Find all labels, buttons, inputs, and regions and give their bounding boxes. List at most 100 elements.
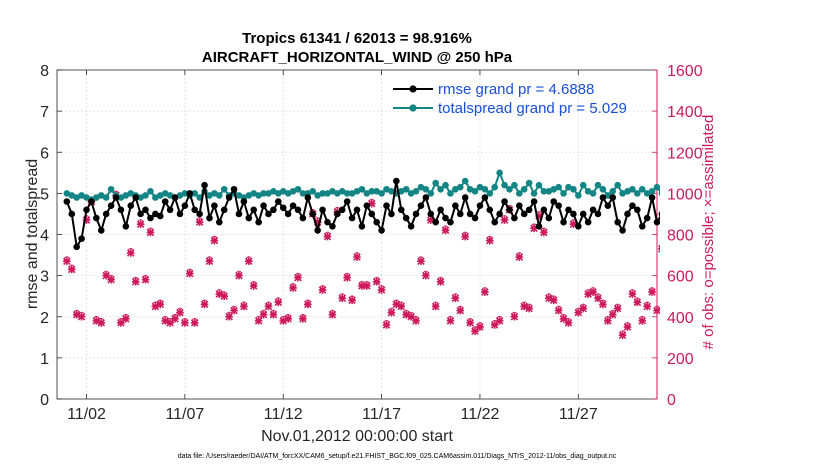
obs-assimilated-point-124 bbox=[673, 212, 681, 220]
rmse-point-52 bbox=[319, 206, 326, 214]
rmse-point-45 bbox=[284, 210, 292, 218]
rmse-point-110 bbox=[604, 202, 612, 210]
obs-possible-point-41 bbox=[265, 301, 272, 308]
rmse-point-41 bbox=[265, 210, 272, 218]
rmse-point-116 bbox=[634, 206, 641, 214]
totalspread-point-52 bbox=[319, 190, 326, 197]
totalspread-point-78 bbox=[447, 190, 454, 197]
obs-possible-point-12 bbox=[122, 313, 129, 320]
totalspread-point-119 bbox=[648, 188, 656, 195]
rmse-point-24 bbox=[181, 202, 189, 210]
legend-spread-label: totalspread grand pr = 5.029 bbox=[438, 100, 627, 117]
rmse-point-104 bbox=[575, 222, 582, 230]
obs-possible-point-36 bbox=[240, 301, 247, 308]
obs-assimilated-marker-126 bbox=[683, 206, 691, 214]
obs-possible-point-61 bbox=[363, 280, 370, 287]
obs-possible-point-34 bbox=[231, 305, 237, 312]
rmse-point-94 bbox=[525, 206, 533, 214]
rmse-point-26 bbox=[191, 206, 199, 214]
rmse-point-70 bbox=[407, 222, 415, 230]
rmse-point-1 bbox=[68, 210, 76, 218]
obs-possible-point-105 bbox=[580, 303, 587, 310]
totalspread-point-48 bbox=[299, 190, 307, 197]
grid-lines bbox=[57, 70, 657, 399]
totalspread-point-112 bbox=[614, 181, 621, 189]
obs-possible-point-137 bbox=[738, 259, 743, 264]
totalspread-point-152 bbox=[811, 188, 818, 195]
rmse-point-48 bbox=[299, 214, 307, 222]
obs-assimilated-marker-153 bbox=[815, 315, 823, 323]
data-file-footer: data file: /Users/raeder/DAI/ATM_forcXX/… bbox=[178, 453, 617, 460]
totalspread-point-121 bbox=[658, 190, 660, 197]
series-rmse bbox=[63, 177, 828, 251]
rmse-point-13 bbox=[127, 202, 135, 210]
rmse-point-148 bbox=[791, 207, 798, 214]
y-axis-left-label: rmse and totalspread bbox=[24, 159, 41, 309]
y-left-tick-label-5: 5 bbox=[40, 186, 49, 203]
obs-possible-point-20 bbox=[162, 315, 169, 322]
obs-possible-point-22 bbox=[172, 313, 178, 320]
obs-assimilated-point-135 bbox=[727, 319, 735, 327]
obs-possible-point-63 bbox=[373, 276, 380, 283]
rmse-point-55 bbox=[334, 210, 341, 218]
rmse-point-89 bbox=[501, 198, 508, 205]
rmse-point-86 bbox=[486, 206, 494, 214]
rmse-point-25 bbox=[186, 190, 194, 197]
rmse-point-5 bbox=[88, 198, 95, 205]
obs-assimilated-point-152 bbox=[811, 307, 819, 315]
rmse-point-108 bbox=[594, 210, 602, 218]
rmse-point-112 bbox=[614, 218, 621, 226]
obs-assimilated-marker-148 bbox=[791, 321, 799, 329]
rmse-point-142 bbox=[762, 194, 769, 201]
obs-possible-point-49 bbox=[304, 299, 311, 306]
totalspread-point-64 bbox=[378, 190, 385, 197]
rmse-point-60 bbox=[358, 222, 366, 230]
obs-possible-point-154 bbox=[822, 290, 827, 295]
obs-possible-point-66 bbox=[388, 307, 395, 314]
obs-possible-point-110 bbox=[604, 315, 611, 322]
totalspread-point-57 bbox=[343, 190, 351, 197]
rmse-point-43 bbox=[275, 198, 282, 205]
obs-possible-point-82 bbox=[467, 317, 474, 324]
rmse-point-103 bbox=[570, 210, 577, 218]
totalspread-point-103 bbox=[570, 185, 577, 193]
obs-possible-point-135 bbox=[728, 318, 733, 323]
y-right-tick-label-7: 1400 bbox=[667, 104, 703, 121]
totalspread-point-100 bbox=[555, 183, 562, 191]
totalspread-point-81 bbox=[461, 177, 469, 185]
obs-possible-point-0 bbox=[63, 256, 70, 263]
obs-assimilated-point-137 bbox=[737, 259, 745, 267]
obs-possible-point-48 bbox=[300, 313, 306, 320]
obs-possible-point-18 bbox=[152, 301, 159, 308]
x-tick-label-2: 11/12 bbox=[264, 406, 303, 423]
rmse-point-88 bbox=[496, 210, 503, 218]
obs-possible-point-23 bbox=[177, 307, 183, 314]
obs-assimilated-marker-145 bbox=[776, 266, 784, 274]
totalspread-point-16 bbox=[142, 192, 149, 199]
obs-possible-point-114 bbox=[624, 322, 631, 328]
obs-assimilated-point-144 bbox=[771, 222, 779, 230]
obs-possible-point-113 bbox=[619, 330, 626, 337]
y-left-tick-label-4: 4 bbox=[40, 228, 49, 245]
obs-possible-point-102 bbox=[565, 317, 572, 324]
rmse-point-19 bbox=[156, 212, 164, 220]
rmse-point-134 bbox=[723, 198, 730, 205]
rmse-point-14 bbox=[132, 194, 139, 201]
obs-possible-point-14 bbox=[132, 276, 139, 283]
rmse-point-154 bbox=[821, 219, 828, 226]
obs-possible-point-89 bbox=[501, 215, 508, 221]
obs-assimilated-marker-144 bbox=[771, 222, 779, 230]
obs-possible-point-57 bbox=[344, 272, 351, 279]
chart-subtitle: AIRCRAFT_HORIZONTAL_WIND @ 250 hPa bbox=[202, 49, 513, 66]
obs-possible-point-37 bbox=[245, 256, 252, 263]
obs-possible-point-99 bbox=[550, 295, 557, 302]
obs-possible-point-15 bbox=[137, 219, 144, 226]
obs-possible-point-7 bbox=[98, 317, 105, 324]
rmse-point-146 bbox=[782, 202, 789, 209]
y-left-tick-label-8: 8 bbox=[40, 63, 49, 80]
x-tick-label-1: 11/07 bbox=[165, 406, 204, 423]
totalspread-point-85 bbox=[481, 185, 489, 193]
obs-possible-point-77 bbox=[442, 225, 449, 232]
rmse-point-36 bbox=[240, 198, 248, 205]
obs-possible-point-122 bbox=[664, 263, 669, 268]
